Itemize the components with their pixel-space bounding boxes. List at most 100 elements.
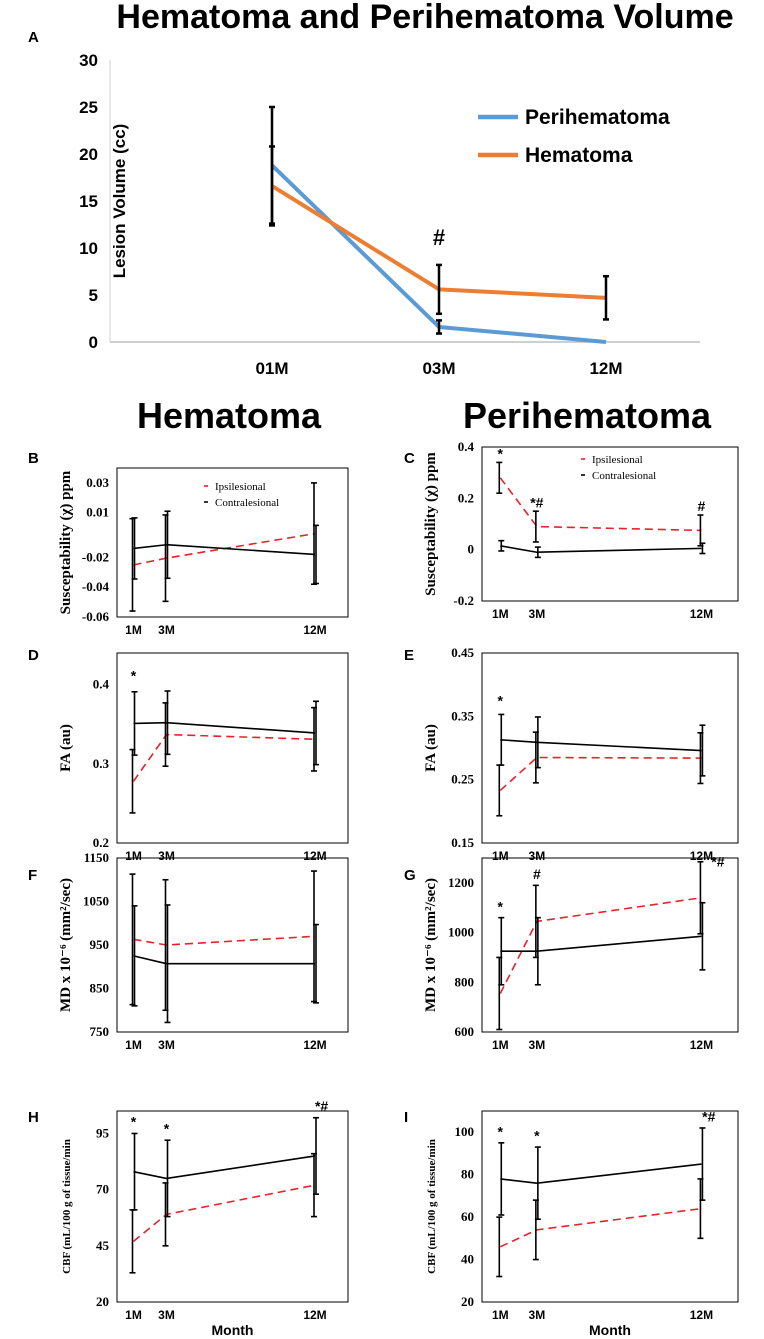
error-bar [313, 1116, 319, 1195]
significance-marker: * [164, 1120, 170, 1136]
legend: Ipsilesional Contralesional [204, 481, 279, 509]
series-line [133, 721, 316, 734]
panel-letter: D [28, 647, 39, 664]
y-axis-label: CBF (mL/100 g of tissue/min [61, 1139, 73, 1274]
y-tick-label: 0.2 [93, 835, 109, 850]
x-tick-label: 1M [125, 1038, 142, 1052]
error-bar [699, 1127, 706, 1201]
y-tick-label: 0.01 [86, 505, 109, 520]
x-tick-label: 1M [492, 607, 509, 621]
plot-frame [481, 1110, 739, 1303]
series-contralesional [131, 690, 319, 766]
y-axis-label: CBF (mL/100 g of tissue/min [426, 1139, 438, 1274]
error-bar [131, 517, 138, 580]
panel-a-title: Hematoma and Perihematoma Volume [116, 0, 733, 36]
y-tick-label: -0.02 [82, 549, 109, 564]
error-bar [164, 904, 171, 1024]
significance-marker: * [131, 668, 137, 684]
error-bar [436, 263, 442, 316]
legend-label: Ipsilesional [215, 481, 266, 493]
error-bar [603, 274, 609, 321]
perihematoma-heading: Perihematoma [463, 395, 712, 436]
chart-b: B -0.06 -0.04 -0.02 0.01 0.03 1M 3M 12M Susceptab… [28, 450, 349, 637]
y-tick-label: 800 [455, 974, 475, 989]
y-tick-label: 1150 [84, 850, 109, 865]
chart-i: I 20 40 60 80 100 1M 3M 12M CBF (mL/100 g of tiss… [404, 1109, 739, 1338]
error-bar [313, 923, 319, 1004]
significance-marker: # [433, 225, 445, 250]
series-ipsilesional [496, 1178, 704, 1278]
y-tick-label: 5 [89, 286, 98, 305]
plot-frame [116, 1110, 349, 1303]
x-tick-label: 03M [422, 359, 455, 378]
x-tick-label: 3M [529, 1038, 546, 1052]
series-contralesional [131, 510, 319, 585]
significance-marker: * [498, 898, 504, 914]
x-tick-label: 3M [529, 607, 546, 621]
y-tick-label: 0.25 [451, 772, 474, 787]
panel-letter: C [404, 450, 415, 467]
x-tick-label: 12M [303, 1038, 326, 1052]
panel-letter: F [28, 867, 37, 884]
significance-marker: * [131, 1114, 137, 1130]
y-tick-label: 1200 [448, 875, 474, 890]
x-tick-label: 3M [158, 623, 175, 637]
x-tick-label: 12M [303, 849, 326, 863]
x-tick-label: 12M [690, 849, 713, 863]
y-tick-label: 1050 [83, 894, 109, 909]
error-bar [498, 916, 505, 986]
x-tick-label: 12M [303, 1308, 326, 1322]
chart-f: F 750 850 950 1050 1150 1M 3M 12M MD x 10⁻⁶ (mm²/… [28, 850, 349, 1052]
plot-frame [481, 652, 739, 844]
series-contralesional [498, 713, 706, 777]
y-tick-label: 60 [461, 1209, 474, 1224]
error-bar [129, 748, 136, 814]
y-tick-label: 0.3 [93, 756, 110, 771]
error-bar [131, 1132, 138, 1211]
y-tick-label: 0.45 [451, 645, 474, 660]
error-bar [164, 510, 171, 580]
series-contralesional [498, 901, 706, 986]
y-tick-label: 0.35 [451, 708, 474, 723]
error-bar [498, 539, 505, 552]
significance-marker: # [533, 866, 541, 882]
y-tick-label: 0 [468, 542, 475, 557]
plot-frame [116, 652, 349, 844]
error-bar [534, 916, 541, 986]
error-bar [498, 713, 505, 766]
chart-g: G 600 800 1000 1200 1M 3M 12M MD x 10⁻⁶ (mm²/sec… [404, 854, 739, 1052]
y-tick-label: 1000 [448, 925, 474, 940]
series-contralesional [131, 904, 319, 1024]
y-tick-label: 0.03 [86, 475, 109, 490]
x-tick-label: 3M [158, 1308, 175, 1322]
series-line [499, 477, 702, 532]
legend-label: Contralesional [215, 497, 279, 509]
chart-h: H 20 45 70 95 1M 3M 12M CBF (mL/100 g of tissue/… [28, 1098, 349, 1338]
series-line [500, 1163, 702, 1184]
y-tick-label: 95 [96, 1125, 110, 1140]
series-ipsilesional [496, 860, 704, 1031]
y-axis-label: FA (au) [58, 724, 74, 772]
significance-marker: *# [530, 494, 543, 510]
x-tick-label: 12M [589, 359, 622, 378]
plot-frame [116, 857, 349, 1033]
y-axis-label: FA (au) [423, 724, 439, 772]
error-bar [534, 546, 541, 559]
y-tick-label: -0.2 [453, 593, 474, 608]
legend-label: Ipsilesional [592, 454, 643, 466]
y-axis-label: MD x 10⁻⁶ (mm²/sec) [58, 878, 74, 1012]
x-tick-label: 3M [529, 1308, 546, 1322]
x-tick-label: 3M [158, 1038, 175, 1052]
y-tick-label: 70 [96, 1182, 109, 1197]
y-tick-label: 0.4 [458, 439, 475, 454]
series-line [499, 896, 702, 994]
x-tick-label: 1M [125, 849, 142, 863]
y-tick-label: 600 [455, 1024, 475, 1039]
error-bar [534, 1146, 541, 1221]
series-ipsilesional [129, 702, 317, 814]
panel-letter: A [28, 29, 39, 46]
error-bar [699, 901, 706, 971]
panel-letter: G [404, 867, 416, 884]
